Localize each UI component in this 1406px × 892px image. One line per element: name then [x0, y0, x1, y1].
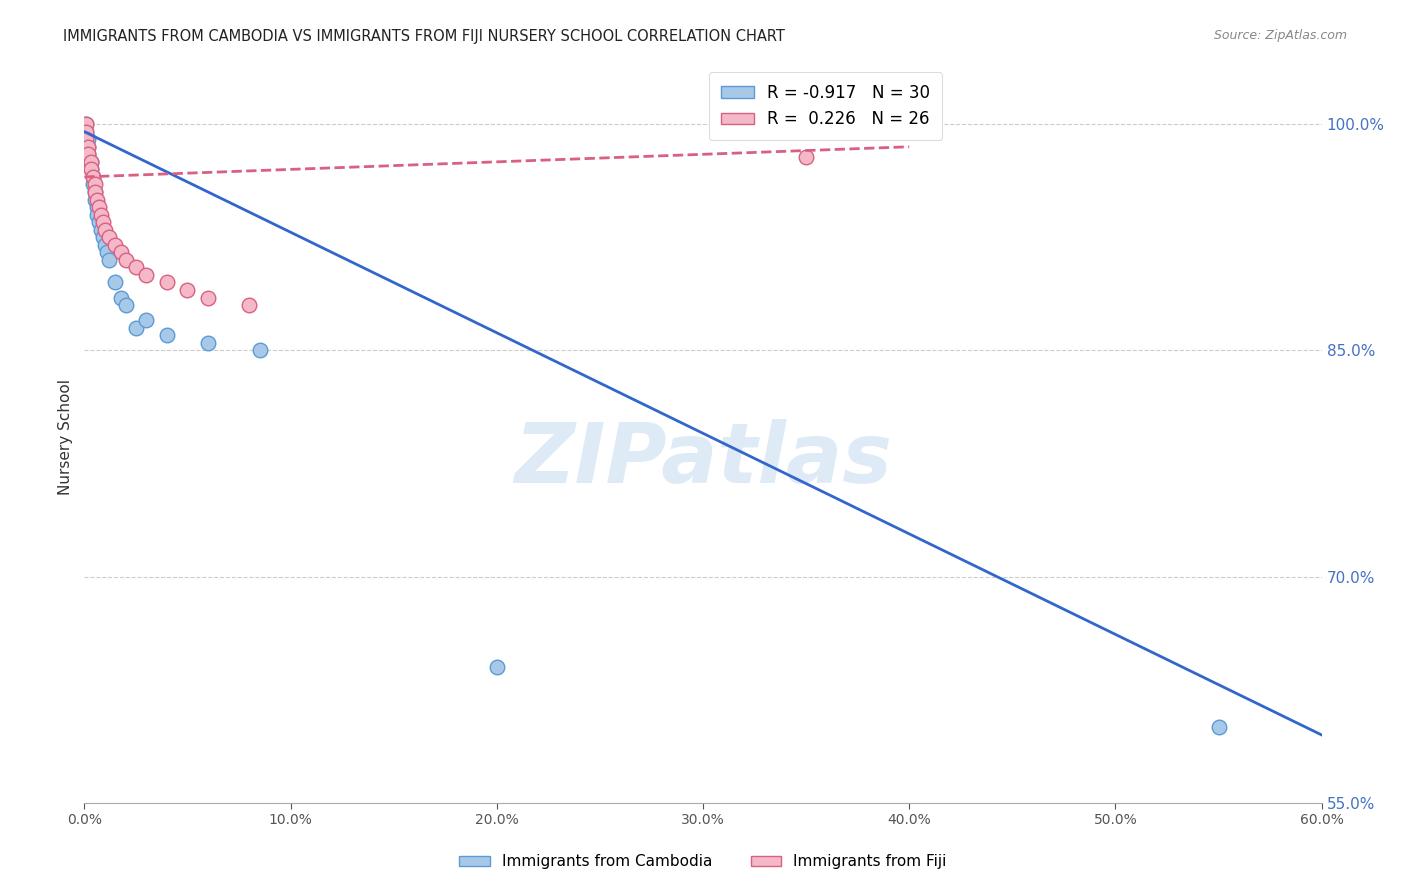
- Point: [94, 237, 117, 252]
- Point: [75, 117, 97, 131]
- Point: [98, 230, 121, 244]
- Point: [485, 660, 508, 674]
- Point: [77, 140, 100, 154]
- Point: [83, 185, 105, 199]
- Text: IMMIGRANTS FROM CAMBODIA VS IMMIGRANTS FROM FIJI NURSERY SCHOOL CORRELATION CHAR: IMMIGRANTS FROM CAMBODIA VS IMMIGRANTS F…: [63, 29, 785, 45]
- Point: [82, 178, 104, 192]
- Point: [156, 328, 179, 343]
- Legend: Immigrants from Cambodia, Immigrants from Fiji: Immigrants from Cambodia, Immigrants fro…: [453, 848, 953, 875]
- Point: [87, 200, 110, 214]
- Point: [135, 268, 157, 282]
- Point: [110, 245, 132, 260]
- Point: [77, 147, 100, 161]
- Point: [91, 230, 114, 244]
- Point: [79, 162, 101, 177]
- Point: [135, 313, 157, 327]
- Point: [238, 298, 260, 312]
- Point: [82, 169, 104, 184]
- Point: [90, 208, 112, 222]
- Point: [94, 223, 117, 237]
- Point: [104, 237, 127, 252]
- Point: [794, 150, 817, 164]
- Point: [82, 169, 104, 184]
- Point: [197, 291, 219, 305]
- Point: [90, 223, 112, 237]
- Point: [249, 343, 271, 358]
- Point: [104, 276, 127, 290]
- Point: [86, 200, 108, 214]
- Legend: R = -0.917   N = 30, R =  0.226   N = 26: R = -0.917 N = 30, R = 0.226 N = 26: [709, 72, 942, 140]
- Point: [77, 132, 100, 146]
- Point: [98, 252, 121, 267]
- Y-axis label: Nursery School: Nursery School: [58, 379, 73, 495]
- Point: [75, 117, 97, 131]
- Point: [197, 335, 219, 350]
- Point: [79, 154, 101, 169]
- Point: [75, 132, 97, 146]
- Point: [125, 260, 148, 275]
- Point: [125, 320, 148, 334]
- Point: [110, 291, 132, 305]
- Point: [86, 208, 108, 222]
- Point: [83, 193, 105, 207]
- Point: [83, 178, 105, 192]
- Point: [114, 252, 136, 267]
- Point: [96, 245, 118, 260]
- Point: [77, 140, 100, 154]
- Text: ZIPatlas: ZIPatlas: [515, 418, 891, 500]
- Point: [176, 283, 198, 297]
- Point: [1208, 720, 1230, 734]
- Point: [114, 298, 136, 312]
- Text: Source: ZipAtlas.com: Source: ZipAtlas.com: [1213, 29, 1347, 43]
- Point: [75, 125, 97, 139]
- Point: [79, 162, 101, 177]
- Point: [91, 215, 114, 229]
- Point: [86, 193, 108, 207]
- Point: [83, 185, 105, 199]
- Point: [77, 147, 100, 161]
- Point: [79, 154, 101, 169]
- Point: [75, 132, 97, 146]
- Point: [75, 125, 97, 139]
- Point: [87, 215, 110, 229]
- Point: [156, 276, 179, 290]
